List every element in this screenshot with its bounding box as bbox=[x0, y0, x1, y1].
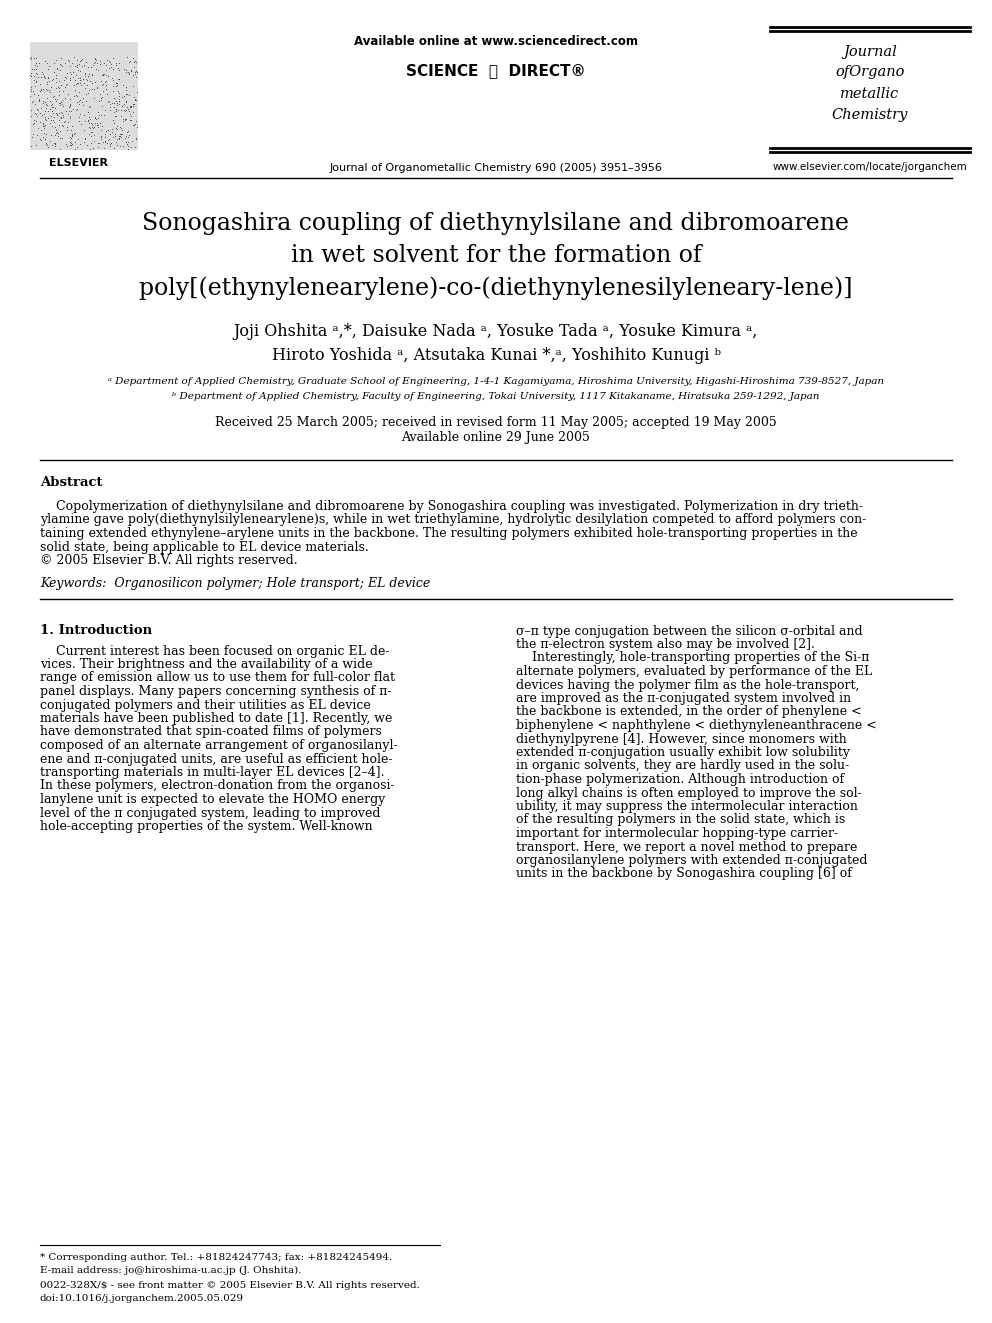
Text: devices having the polymer film as the hole-transport,: devices having the polymer film as the h… bbox=[516, 679, 859, 692]
Text: range of emission allow us to use them for full-color flat: range of emission allow us to use them f… bbox=[40, 672, 395, 684]
Text: In these polymers, electron-donation from the organosi-: In these polymers, electron-donation fro… bbox=[40, 779, 395, 792]
Text: ene and π-conjugated units, are useful as efficient hole-: ene and π-conjugated units, are useful a… bbox=[40, 753, 393, 766]
Text: biphenylene < naphthylene < diethynyleneanthracene <: biphenylene < naphthylene < diethynylene… bbox=[516, 718, 877, 732]
Text: metallic: metallic bbox=[840, 87, 900, 101]
Text: © 2005 Elsevier B.V. All rights reserved.: © 2005 Elsevier B.V. All rights reserved… bbox=[40, 554, 298, 568]
Text: Journal of Organometallic Chemistry 690 (2005) 3951–3956: Journal of Organometallic Chemistry 690 … bbox=[329, 163, 663, 173]
Text: units in the backbone by Sonogashira coupling [6] of: units in the backbone by Sonogashira cou… bbox=[516, 868, 852, 881]
Text: in organic solvents, they are hardly used in the solu-: in organic solvents, they are hardly use… bbox=[516, 759, 849, 773]
Text: SCIENCE  ⓓ  DIRECT®: SCIENCE ⓓ DIRECT® bbox=[406, 64, 586, 78]
Text: ubility, it may suppress the intermolecular interaction: ubility, it may suppress the intermolecu… bbox=[516, 800, 858, 814]
Text: tion-phase polymerization. Although introduction of: tion-phase polymerization. Although intr… bbox=[516, 773, 844, 786]
Text: organosilanylene polymers with extended π-conjugated: organosilanylene polymers with extended … bbox=[516, 855, 867, 867]
Text: solid state, being applicable to EL device materials.: solid state, being applicable to EL devi… bbox=[40, 541, 369, 553]
Text: long alkyl chains is often employed to improve the sol-: long alkyl chains is often employed to i… bbox=[516, 786, 862, 799]
Text: * Corresponding author. Tel.: +81824247743; fax: +81824245494.: * Corresponding author. Tel.: +818242477… bbox=[40, 1253, 392, 1262]
Text: 1. Introduction: 1. Introduction bbox=[40, 624, 152, 638]
Text: ᵇ Department of Applied Chemistry, Faculty of Engineering, Tokai University, 111: ᵇ Department of Applied Chemistry, Facul… bbox=[173, 392, 819, 401]
Text: transport. Here, we report a novel method to prepare: transport. Here, we report a novel metho… bbox=[516, 840, 857, 853]
Text: the π-electron system also may be involved [2].: the π-electron system also may be involv… bbox=[516, 638, 814, 651]
Text: level of the π conjugated system, leading to improved: level of the π conjugated system, leadin… bbox=[40, 807, 381, 819]
Text: in wet solvent for the formation of: in wet solvent for the formation of bbox=[291, 243, 701, 267]
Text: σ–π type conjugation between the silicon σ-orbital and: σ–π type conjugation between the silicon… bbox=[516, 624, 863, 638]
Text: E-mail address: jo@hiroshima-u.ac.jp (J. Ohshita).: E-mail address: jo@hiroshima-u.ac.jp (J.… bbox=[40, 1266, 302, 1275]
Text: conjugated polymers and their utilities as EL device: conjugated polymers and their utilities … bbox=[40, 699, 371, 712]
Bar bbox=[30, 42, 138, 149]
Text: Available online 29 June 2005: Available online 29 June 2005 bbox=[402, 431, 590, 445]
Text: are improved as the π-conjugated system involved in: are improved as the π-conjugated system … bbox=[516, 692, 851, 705]
Text: hole-accepting properties of the system. Well-known: hole-accepting properties of the system.… bbox=[40, 820, 373, 833]
Text: Current interest has been focused on organic EL de-: Current interest has been focused on org… bbox=[40, 644, 390, 658]
Text: Abstract: Abstract bbox=[40, 476, 102, 490]
Text: vices. Their brightness and the availability of a wide: vices. Their brightness and the availabi… bbox=[40, 658, 373, 671]
Text: Copolymerization of diethynylsilane and dibromoarene by Sonogashira coupling was: Copolymerization of diethynylsilane and … bbox=[40, 500, 863, 513]
Text: 0022-328X/$ - see front matter © 2005 Elsevier B.V. All rights reserved.: 0022-328X/$ - see front matter © 2005 El… bbox=[40, 1281, 420, 1290]
Text: Hiroto Yoshida ᵃ, Atsutaka Kunai *,ᵃ, Yoshihito Kunugi ᵇ: Hiroto Yoshida ᵃ, Atsutaka Kunai *,ᵃ, Yo… bbox=[272, 347, 720, 364]
Text: composed of an alternate arrangement of organosilanyl-: composed of an alternate arrangement of … bbox=[40, 740, 398, 751]
Text: alternate polymers, evaluated by performance of the EL: alternate polymers, evaluated by perform… bbox=[516, 665, 872, 677]
Text: ELSEVIER: ELSEVIER bbox=[50, 157, 108, 168]
Text: important for intermolecular hopping-type carrier-: important for intermolecular hopping-typ… bbox=[516, 827, 838, 840]
Text: Keywords:  Organosilicon polymer; Hole transport; EL device: Keywords: Organosilicon polymer; Hole tr… bbox=[40, 578, 431, 590]
Text: of the resulting polymers in the solid state, which is: of the resulting polymers in the solid s… bbox=[516, 814, 845, 827]
Text: lanylene unit is expected to elevate the HOMO energy: lanylene unit is expected to elevate the… bbox=[40, 792, 385, 806]
Text: panel displays. Many papers concerning synthesis of π-: panel displays. Many papers concerning s… bbox=[40, 685, 392, 699]
Text: materials have been published to date [1]. Recently, we: materials have been published to date [1… bbox=[40, 712, 393, 725]
Text: the backbone is extended, in the order of phenylene <: the backbone is extended, in the order o… bbox=[516, 705, 862, 718]
Text: Joji Ohshita ᵃ,*, Daisuke Nada ᵃ, Yosuke Tada ᵃ, Yosuke Kimura ᵃ,: Joji Ohshita ᵃ,*, Daisuke Nada ᵃ, Yosuke… bbox=[234, 323, 758, 340]
Text: Journal: Journal bbox=[843, 45, 897, 60]
Text: poly[(ethynylenearylene)-​co​-(diethynylenesilyleneary­lene)]: poly[(ethynylenearylene)-​co​-(diethynyl… bbox=[139, 277, 853, 299]
Text: ᵃ Department of Applied Chemistry, Graduate School of Engineering, 1-4-1 Kagamiy: ᵃ Department of Applied Chemistry, Gradu… bbox=[108, 377, 884, 386]
Text: ofOrgano: ofOrgano bbox=[835, 65, 905, 79]
Text: doi:10.1016/j.jorganchem.2005.05.029: doi:10.1016/j.jorganchem.2005.05.029 bbox=[40, 1294, 244, 1303]
Text: www.elsevier.com/locate/jorganchem: www.elsevier.com/locate/jorganchem bbox=[773, 161, 967, 172]
Text: Received 25 March 2005; received in revised form 11 May 2005; accepted 19 May 20: Received 25 March 2005; received in revi… bbox=[215, 415, 777, 429]
Text: Sonogashira coupling of diethynylsilane and dibromoarene: Sonogashira coupling of diethynylsilane … bbox=[143, 212, 849, 235]
Text: Available online at www.sciencedirect.com: Available online at www.sciencedirect.co… bbox=[354, 34, 638, 48]
Text: transporting materials in multi-layer EL devices [2–4].: transporting materials in multi-layer EL… bbox=[40, 766, 385, 779]
Text: taining extended ethynylene–arylene units in the backbone. The resulting polymer: taining extended ethynylene–arylene unit… bbox=[40, 527, 858, 540]
Text: ylamine gave poly(diethynylsilylenearylene)s, while in wet triethylamine, hydrol: ylamine gave poly(diethynylsilylenearyle… bbox=[40, 513, 866, 527]
Text: extended π-conjugation usually exhibit low solubility: extended π-conjugation usually exhibit l… bbox=[516, 746, 850, 759]
Text: Interestingly, hole-transporting properties of the Si-π: Interestingly, hole-transporting propert… bbox=[516, 651, 869, 664]
Text: diethynylpyrene [4]. However, since monomers with: diethynylpyrene [4]. However, since mono… bbox=[516, 733, 847, 745]
Text: Chemistry: Chemistry bbox=[832, 108, 909, 122]
Text: have demonstrated that spin-coated films of polymers: have demonstrated that spin-coated films… bbox=[40, 725, 382, 738]
